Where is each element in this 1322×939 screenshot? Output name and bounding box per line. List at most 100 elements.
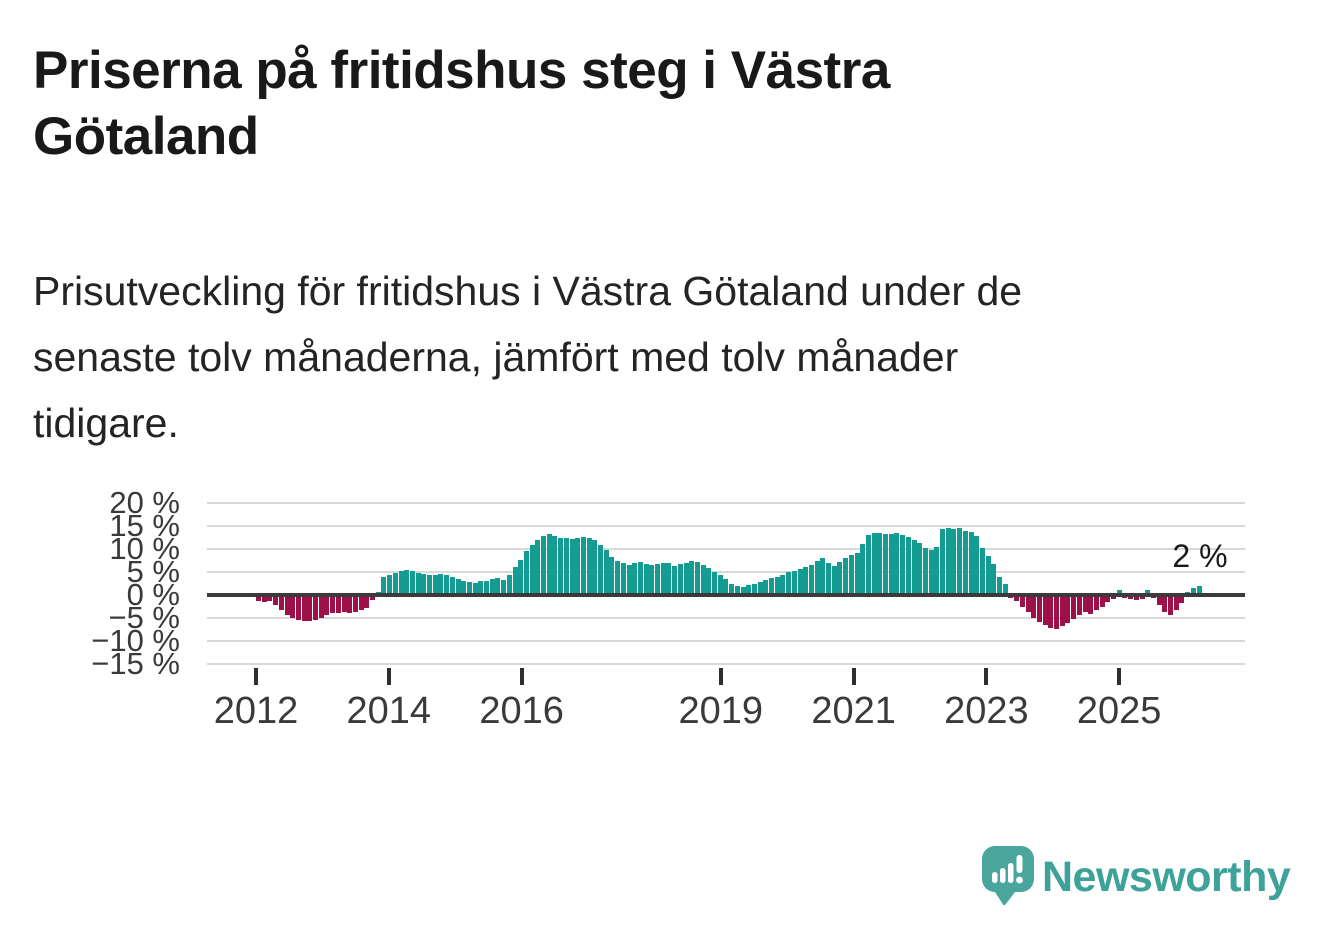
price-bar-positive [433, 575, 438, 595]
price-bar-negative [1157, 595, 1162, 605]
price-bar-positive [621, 563, 626, 595]
y-axis-label: −10 % [91, 623, 180, 658]
price-bar-negative [1128, 595, 1133, 600]
price-bar-positive [718, 574, 723, 595]
price-bar-positive [558, 537, 563, 595]
price-bar-positive [672, 565, 677, 595]
price-bar-negative [273, 595, 278, 605]
price-bar-positive [575, 537, 580, 595]
price-bar-positive [1145, 590, 1150, 595]
price-bar-positive [849, 555, 854, 595]
price-bar-positive [752, 583, 757, 595]
price-bar-negative [1174, 595, 1179, 611]
price-bar-negative [1026, 595, 1031, 613]
price-bar-positive [684, 562, 689, 595]
x-axis-label-2019: 2019 [678, 690, 764, 732]
price-bar-negative [256, 595, 261, 602]
price-bar-positive [638, 561, 643, 595]
price-bar-negative [324, 595, 329, 615]
price-bar-positive [547, 533, 552, 595]
price-bar-negative [1162, 595, 1167, 612]
price-bar-positive [587, 537, 592, 595]
price-bar-positive [1191, 588, 1196, 595]
price-bar-positive [421, 574, 426, 595]
price-bar-positive [410, 571, 415, 595]
subtitle-line-1: Prisutveckling för fritidshus i Västra G… [33, 268, 1023, 314]
price-bar-positive [478, 581, 483, 595]
gridline--10 [207, 640, 1245, 642]
price-bar-positive [826, 562, 831, 595]
price-bar-negative [1031, 595, 1036, 618]
price-bar-positive [701, 564, 706, 595]
price-bar-negative [290, 595, 295, 618]
price-bar-positive [644, 563, 649, 595]
price-bar-positive [957, 527, 962, 595]
price-bar-negative [1168, 595, 1173, 616]
price-bar-positive [678, 564, 683, 595]
price-bar-negative [1043, 595, 1048, 626]
price-bar-positive [934, 547, 939, 595]
price-bar-positive [695, 562, 700, 595]
price-bar-positive [980, 548, 985, 595]
price-bar-positive [689, 561, 694, 595]
price-bar-positive [906, 537, 911, 595]
price-bar-positive [729, 583, 734, 595]
price-bar-positive [866, 535, 871, 595]
price-bar-positive [923, 548, 928, 595]
x-axis-label-2023: 2023 [944, 690, 1029, 732]
price-bar-positive [661, 562, 666, 595]
price-bar-negative [1065, 595, 1070, 623]
price-bar-negative [1014, 595, 1019, 601]
price-bar-positive [820, 558, 825, 595]
price-bar-positive [404, 569, 409, 595]
gridline--5 [207, 617, 1245, 619]
price-bar-positive [467, 581, 472, 595]
subtitle-line-3: tidigare. [33, 400, 179, 446]
price-bar-positive [974, 536, 979, 595]
y-axis-label: 5 % [126, 554, 180, 589]
price-bar-positive [381, 577, 386, 595]
price-bar-negative [1060, 595, 1065, 627]
price-bar-negative [313, 595, 318, 620]
price-bar-negative [1037, 595, 1042, 622]
price-bar-positive [946, 528, 951, 595]
price-bar-positive [706, 567, 711, 595]
price-bar-positive [649, 564, 654, 595]
page-subtitle: Prisutveckling för fritidshus i Västra G… [33, 258, 1273, 456]
price-bar-positive [461, 581, 466, 595]
price-bar-positive [399, 571, 404, 595]
x-axis-tick-2012 [254, 668, 258, 685]
y-axis-label: −5 % [108, 600, 180, 635]
price-bar-negative [319, 595, 324, 618]
price-bar-positive [570, 538, 575, 595]
price-bar-positive [541, 536, 546, 595]
price-bar-negative [364, 595, 369, 609]
price-bar-negative [1083, 595, 1088, 613]
price-bar-positive [832, 565, 837, 595]
price-bar-positive [615, 560, 620, 595]
price-bar-negative [342, 595, 347, 612]
y-axis-label: 15 % [109, 508, 180, 543]
price-bar-positive [632, 563, 637, 595]
price-bar-positive [581, 536, 586, 595]
price-bar-positive [883, 533, 888, 595]
price-bar-negative [285, 595, 290, 615]
price-bar-positive [758, 582, 763, 595]
page-title: Priserna på fritidshus steg i Västra Göt… [33, 38, 1273, 170]
price-bar-positive [518, 559, 523, 595]
price-bar-positive [843, 558, 848, 595]
price-bar-negative [1134, 595, 1139, 601]
price-bar-positive [592, 539, 597, 595]
x-axis-tick-2016 [519, 668, 524, 685]
price-bar-negative [267, 595, 272, 601]
price-bar-positive [552, 535, 557, 595]
price-bar-negative [1020, 595, 1025, 607]
x-axis-label-2016: 2016 [479, 690, 564, 732]
price-bar-negative [1179, 595, 1184, 604]
gridline-5 [207, 571, 1245, 573]
price-bar-positive [872, 533, 877, 595]
price-bar-positive [1197, 585, 1202, 595]
price-bar-negative [1071, 595, 1076, 619]
price-bar-positive [427, 575, 432, 595]
